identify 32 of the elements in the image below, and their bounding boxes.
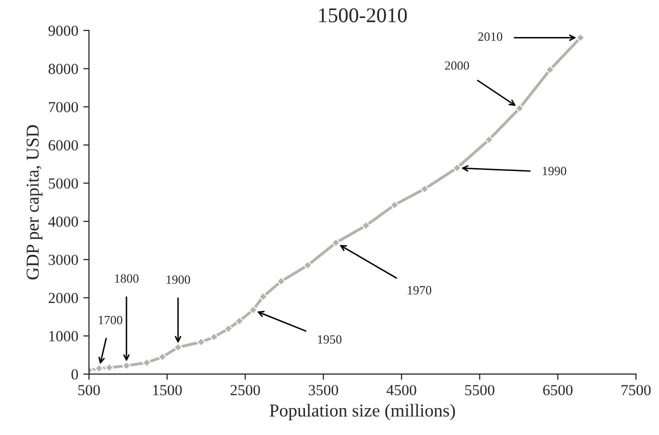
y-tick-label: 6000 (48, 140, 78, 150)
x-tick-label: 1500 (153, 384, 182, 396)
annotation: 1970 (408, 286, 432, 294)
annotation: 1900 (166, 275, 190, 284)
y-tick-label: 3000 (48, 254, 78, 265)
y-tick-label: 8000 (48, 64, 78, 74)
chart-title: 1500-2010 (319, 8, 407, 22)
x-tick-label: 500 (78, 384, 100, 396)
x-tick-label: 6500 (543, 384, 572, 396)
x-tick-label: 2500 (230, 384, 260, 396)
x-tick-label: 3500 (308, 384, 338, 396)
y-tick-label: 7000 (49, 102, 78, 112)
annotation: 2000 (445, 61, 470, 70)
x-tick-label: 5500 (465, 384, 494, 396)
y-tick-label: 1000 (49, 331, 78, 342)
y-tick-label: 9000 (48, 26, 78, 36)
point (515, 104, 524, 113)
annotation: 1950 (318, 335, 342, 344)
annotation: 1990 (542, 166, 566, 176)
y-tick-label: 2000 (48, 292, 78, 304)
point (234, 316, 244, 326)
y-tick-label: 4000 (48, 216, 78, 227)
y-tick-label: 0 (71, 369, 78, 380)
annotation: 1700 (98, 316, 122, 324)
y-tick-label: 5000 (48, 178, 78, 189)
y-axis-title: GDP per capita, USD (26, 125, 42, 280)
annotation: 2010 (478, 32, 502, 41)
point (196, 338, 206, 346)
annotation: 1800 (115, 274, 138, 283)
x-tick-label: 7500 (622, 384, 651, 396)
x-axis-title: Population size (millions) (270, 404, 455, 420)
x-tick-label: 4500 (386, 384, 416, 396)
